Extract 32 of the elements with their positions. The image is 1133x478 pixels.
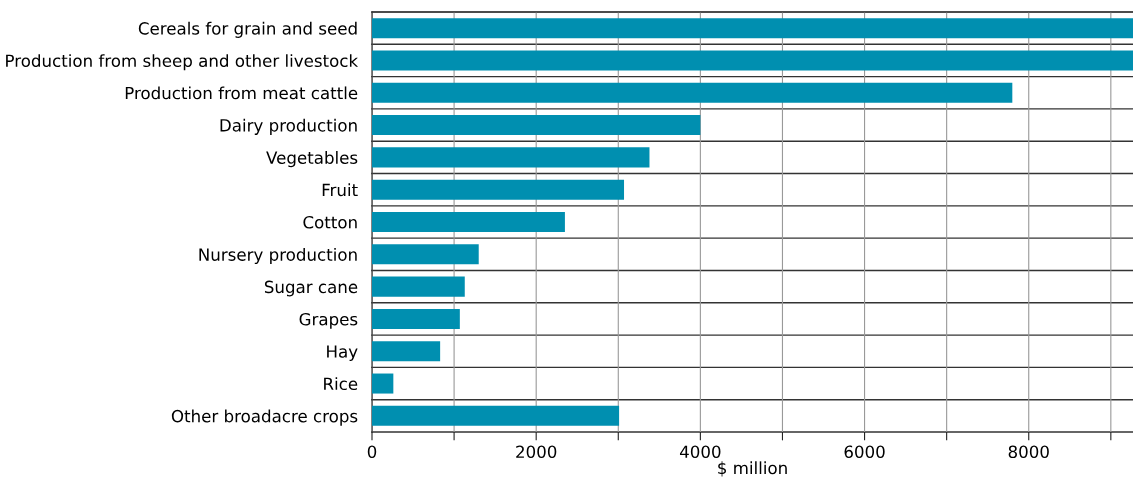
bar <box>372 244 479 265</box>
x-tick-label: 2000 <box>516 445 557 459</box>
x-tick-label: 4000 <box>679 445 721 459</box>
y-tick-label: Cereals for grain and seed <box>138 21 357 38</box>
y-tick-label: Sugar cane <box>264 280 358 297</box>
y-tick-label: Vegetables <box>266 151 358 168</box>
bar <box>372 211 565 233</box>
x-tick-label: 8000 <box>1008 445 1049 459</box>
bar <box>372 50 1133 71</box>
x-tick-label: 6000 <box>844 445 885 459</box>
y-tick-label: Other broadacre crops <box>171 409 358 426</box>
bar <box>372 405 620 426</box>
bar <box>372 276 465 297</box>
x-axis-title: $ million <box>718 461 787 477</box>
bar <box>372 147 650 168</box>
y-tick-label: Cotton <box>303 215 357 229</box>
bar <box>372 373 394 394</box>
y-tick-label: Hay <box>327 345 358 362</box>
y-tick-label: Grapes <box>299 312 358 329</box>
x-tick-label: 0 <box>367 445 377 459</box>
bar <box>372 115 701 136</box>
bar <box>372 18 1133 39</box>
y-tick-label: Fruit <box>322 183 358 197</box>
y-tick-label: Production from meat cattle <box>125 86 358 100</box>
y-tick-label: Nursery production <box>199 247 357 265</box>
bar <box>372 82 1013 103</box>
bar <box>372 341 441 362</box>
bar <box>372 308 460 329</box>
y-tick-label: Dairy production <box>220 118 357 135</box>
y-tick-label: Rice <box>324 377 358 391</box>
y-tick-label: Production from sheep and other livestock <box>6 54 359 71</box>
bar <box>372 179 625 200</box>
